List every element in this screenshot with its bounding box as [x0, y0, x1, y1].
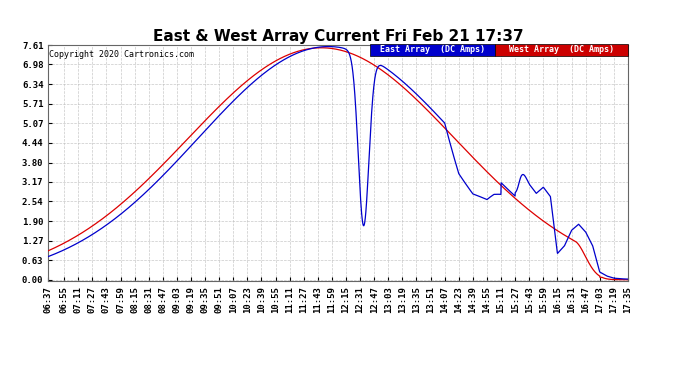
FancyBboxPatch shape: [495, 44, 628, 56]
Title: East & West Array Current Fri Feb 21 17:37: East & West Array Current Fri Feb 21 17:…: [152, 29, 524, 44]
FancyBboxPatch shape: [370, 44, 495, 56]
Text: East Array  (DC Amps): East Array (DC Amps): [380, 45, 485, 54]
Text: West Array  (DC Amps): West Array (DC Amps): [509, 45, 613, 54]
Text: Copyright 2020 Cartronics.com: Copyright 2020 Cartronics.com: [50, 50, 195, 59]
